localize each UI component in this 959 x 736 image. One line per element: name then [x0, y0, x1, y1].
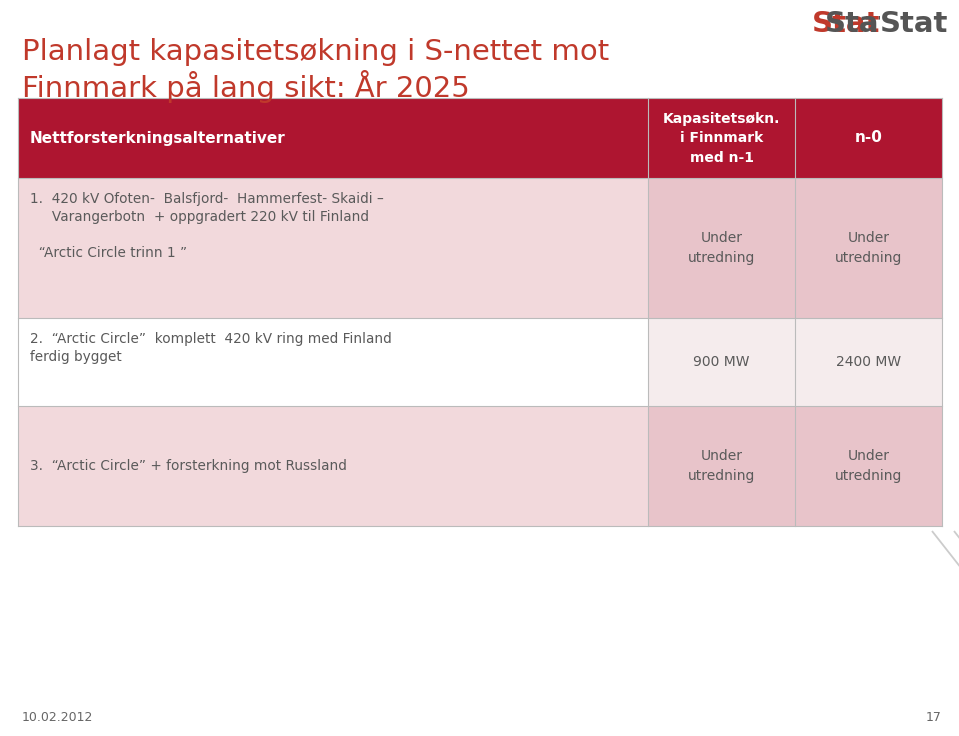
Text: 1.  420 kV Ofoten-  Balsfjord-  Hammerfest- Skaidi –: 1. 420 kV Ofoten- Balsfjord- Hammerfest-…	[30, 192, 384, 206]
Bar	[18, 406, 648, 526]
Bar	[18, 318, 648, 406]
Bar	[648, 178, 942, 318]
Text: Planlagt kapasitetsøkning i S-nettet mot: Planlagt kapasitetsøkning i S-nettet mot	[22, 38, 609, 66]
Bar	[648, 406, 942, 526]
Bar	[18, 98, 942, 178]
Text: Under
utredning: Under utredning	[688, 449, 755, 483]
Text: 900 MW: 900 MW	[693, 355, 750, 369]
Text: Nettforsterkningsalternativer: Nettforsterkningsalternativer	[30, 130, 286, 146]
Text: 2.  “Arctic Circle”  komplett  420 kV ring med Finland: 2. “Arctic Circle” komplett 420 kV ring …	[30, 332, 391, 346]
Text: Varangerbotn  + oppgradert 220 kV til Finland: Varangerbotn + oppgradert 220 kV til Fin…	[30, 210, 369, 224]
Text: n-0: n-0	[854, 130, 882, 146]
Text: Under
utredning: Under utredning	[835, 449, 902, 483]
Text: “Arctic Circle trinn 1 ”: “Arctic Circle trinn 1 ”	[30, 246, 187, 260]
Text: ferdig bygget: ferdig bygget	[30, 350, 122, 364]
Text: Finnmark på lang sikt: År 2025: Finnmark på lang sikt: År 2025	[22, 70, 470, 103]
Bar	[648, 318, 942, 406]
Text: 17: 17	[926, 711, 942, 724]
Text: Stat: Stat	[879, 10, 948, 38]
Text: Under
utredning: Under utredning	[688, 231, 755, 265]
Text: nett: nett	[879, 10, 948, 38]
Text: 10.02.2012: 10.02.2012	[22, 711, 93, 724]
Bar	[18, 178, 648, 318]
Text: 2400 MW: 2400 MW	[836, 355, 901, 369]
Text: Under
utredning: Under utredning	[835, 231, 902, 265]
Text: Stat: Stat	[825, 10, 893, 38]
Text: 3.  “Arctic Circle” + forsterkning mot Russland: 3. “Arctic Circle” + forsterkning mot Ru…	[30, 459, 347, 473]
Text: Kapasitetsøkn.
i Finnmark
med n-1: Kapasitetsøkn. i Finnmark med n-1	[663, 111, 781, 165]
Text: Statnett: Statnett	[811, 10, 948, 38]
